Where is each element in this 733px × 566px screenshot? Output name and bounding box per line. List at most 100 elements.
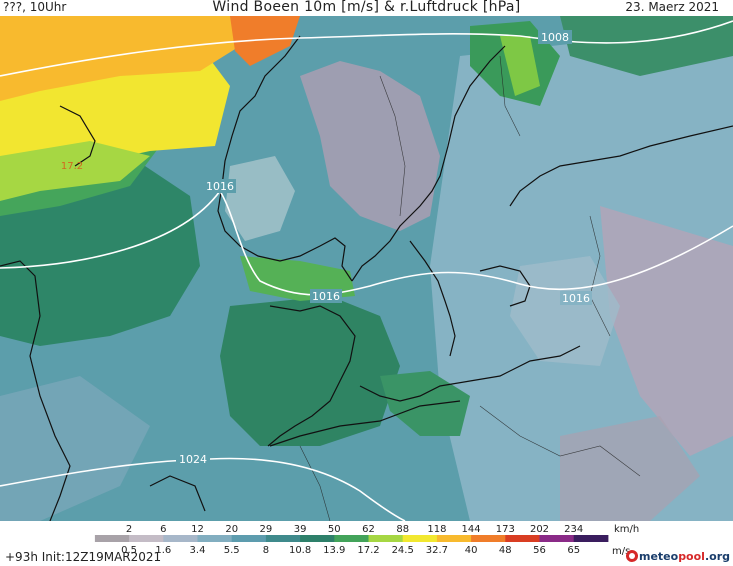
map-canvas: 1008 1016 1016 1016 1024 17.2	[0, 16, 733, 521]
germany-coastline	[269, 400, 461, 447]
legend-ms-label: 48	[499, 545, 512, 556]
isobar-label-1016-center: 1016	[312, 290, 340, 303]
gust-value-label: 17.2	[61, 161, 83, 172]
legend-kmh-label: 62	[362, 524, 375, 535]
meteopool-logo[interactable]: meteopool.org	[625, 550, 730, 563]
weather-map[interactable]: 1008 1016 1016 1016 1024 17.2	[0, 16, 733, 521]
legend-color-bar	[94, 535, 609, 542]
norway-sweden-border	[379, 75, 406, 217]
legend-swatch	[539, 535, 575, 542]
legend-swatch	[231, 535, 267, 542]
legend-kmh-label: 144	[462, 524, 481, 535]
legend-ms-label: 5.5	[224, 545, 240, 556]
legend-swatch	[129, 535, 164, 542]
south-baltic-coastline	[359, 345, 581, 402]
legend-ms-labels: 0.5 1.6 3.4 5.5 8 10.8 13.9 17.2 24.5 32.7 40 48 56 6…	[121, 545, 580, 556]
country-borders	[299, 55, 641, 521]
legend-kmh-label: 234	[564, 524, 583, 535]
finland-green	[560, 16, 733, 76]
legend-kmh-label: 88	[396, 524, 409, 535]
legend-unit-kmh: km/h	[614, 524, 639, 535]
isobar-label-bg-1008	[538, 30, 572, 44]
norway-coast-light	[225, 156, 295, 241]
denmark-green	[220, 296, 400, 446]
legend-ms-label: 8	[263, 545, 269, 556]
legend-ms-label: 32.7	[426, 545, 448, 556]
meteopool-logo-icon	[625, 550, 638, 562]
logo-suffix: .org	[704, 550, 730, 563]
legend-kmh-label: 202	[530, 524, 549, 535]
legend-swatch	[368, 535, 404, 542]
norwegian-sea-orange	[0, 16, 240, 101]
finland-coastline	[509, 125, 733, 207]
gotland-coastline	[479, 265, 531, 307]
legend-ms-label: 0.5	[121, 545, 137, 556]
color-legend: 2 6 12 20 29 39 50 62 88 118 144 173 202 234 0.5 1.6 3.…	[0, 521, 733, 566]
scandinavia-low-wind	[300, 61, 440, 231]
baltic-light	[510, 256, 620, 366]
legend-kmh-label: 20	[225, 524, 238, 535]
isobar-label-1016-west: 1016	[206, 180, 234, 193]
forecast-info: +93h Init:12Z19MAR2021	[5, 550, 162, 564]
legend-kmh-label: 29	[260, 524, 273, 535]
legend-swatch	[505, 535, 540, 542]
legend-kmh-label: 6	[160, 524, 166, 535]
legend-kmh-label: 50	[328, 524, 341, 535]
poland-border	[479, 405, 641, 477]
legend-ms-label: 40	[465, 545, 478, 556]
legend-canvas: 2 6 12 20 29 39 50 62 88 118 144 173 202 234 0.5 1.6 3.…	[94, 524, 639, 557]
legend-ms-label: 65	[567, 545, 580, 556]
legend-swatch	[402, 535, 438, 542]
logo-main: meteo	[638, 550, 679, 563]
legend-swatch	[334, 535, 369, 542]
isobar-label-1016-east: 1016	[562, 292, 590, 305]
legend-ms-label: 10.8	[289, 545, 311, 556]
legend-ms-label: 3.4	[190, 545, 206, 556]
isobar-label-1024: 1024	[179, 453, 207, 466]
isobar-label-bg-1016b	[310, 289, 342, 303]
baltic-states-border	[589, 215, 611, 337]
norwegian-sea-red-orange	[230, 16, 300, 66]
poland-green	[380, 371, 470, 436]
netherlands-coastline	[149, 475, 206, 512]
legend-ms-label: 17.2	[357, 545, 379, 556]
valid-time-label: ???, 10Uhr	[3, 0, 67, 14]
legend-swatch	[300, 535, 335, 542]
isobar-label-bg-1024	[176, 452, 210, 466]
sweden-south-coastline	[409, 240, 456, 357]
legend-ms-label: 56	[533, 545, 546, 556]
bothnia-bright-green	[500, 36, 540, 96]
legend-kmh-label: 12	[191, 524, 204, 535]
legend-ms-label: 1.6	[155, 545, 171, 556]
yellow-green-band	[0, 141, 150, 201]
legend-kmh-label: 173	[496, 524, 515, 535]
legend-kmh-label: 118	[427, 524, 446, 535]
isobar-label-bg-1016c	[560, 291, 592, 305]
isobar-labels: 1008 1016 1016 1016 1024	[176, 30, 592, 466]
legend-swatch	[163, 535, 198, 542]
coastlines	[0, 35, 733, 521]
date-label: 23. Maerz 2021	[625, 0, 719, 14]
isobar-label-1008: 1008	[541, 31, 569, 44]
legend-swatch	[436, 535, 472, 542]
germany-border	[299, 445, 331, 521]
denmark-coastline	[267, 305, 356, 447]
isobar-1024	[0, 457, 406, 521]
legend-kmh-label: 2	[126, 524, 132, 535]
shetland-coastline	[59, 105, 96, 167]
map-title: Wind Boeen 10m [m/s] & r.Luftdruck [hPa]	[212, 0, 521, 15]
norway-coastline	[217, 35, 353, 282]
legend-kmh-label: 39	[294, 524, 307, 535]
britain-coastline	[0, 260, 71, 521]
legend-kmh-labels: 2 6 12 20 29 39 50 62 88 118 144 173 202 234	[126, 524, 583, 535]
legend-ms-label: 13.9	[323, 545, 345, 556]
british-light	[0, 376, 150, 521]
east-europe-mauve	[600, 206, 733, 456]
isobar-1008	[0, 20, 733, 77]
legend-unit-ms: m/s	[612, 546, 630, 557]
logo-accent: pool	[678, 550, 705, 563]
legend-swatch	[573, 535, 609, 542]
legend-ms-label: 24.5	[392, 545, 414, 556]
legend-swatch	[197, 535, 233, 542]
